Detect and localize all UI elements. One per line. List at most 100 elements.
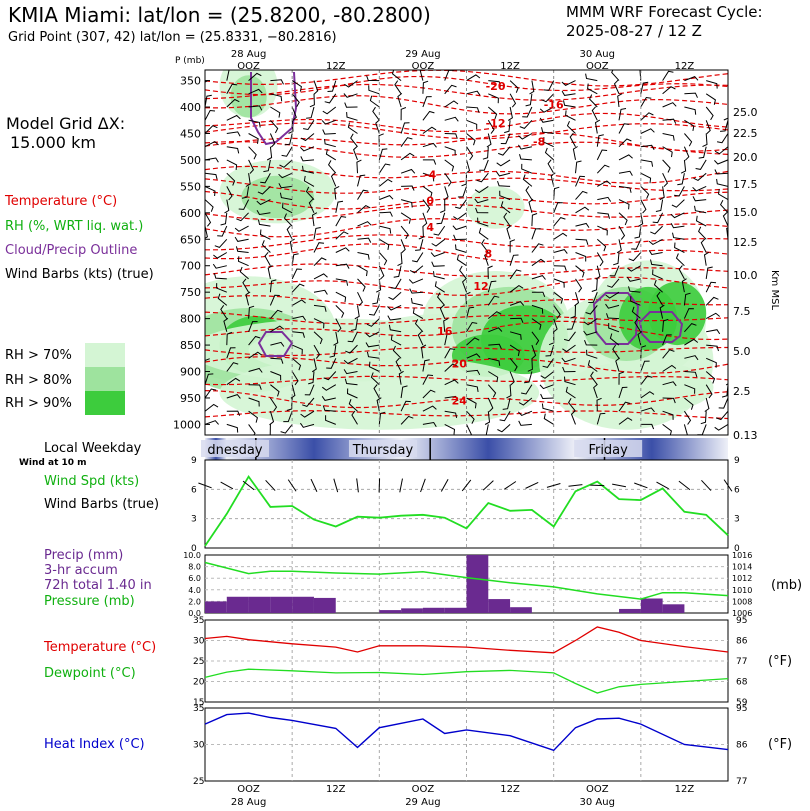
weekday-label: Thursday [352, 443, 414, 458]
wind-barb [369, 95, 380, 108]
wind-barb [662, 381, 677, 387]
wind-barb [347, 122, 358, 134]
wind-barb [335, 231, 349, 240]
wind-barb [496, 171, 511, 177]
wind-barb [263, 159, 271, 173]
temperature-contour-label: -16 [544, 98, 564, 111]
wind-barb [703, 251, 710, 266]
wind-barb [617, 93, 623, 108]
wind-barb [205, 420, 219, 425]
wind-barb [400, 122, 410, 134]
wind-barb [634, 318, 642, 333]
wind-barb [630, 296, 641, 306]
wind-barb [369, 305, 380, 316]
wind-barb [213, 252, 228, 259]
wind-barb [347, 331, 358, 343]
wind-barb [466, 119, 478, 130]
wind-barb [531, 258, 546, 267]
wind-barb [597, 212, 610, 219]
wind-barb [684, 133, 693, 147]
cloud-outline [592, 292, 640, 345]
surface-wind-barb [220, 481, 234, 490]
wind-barb [539, 106, 554, 113]
wind-barb [313, 273, 328, 280]
wind-barb [259, 229, 271, 240]
km-tick-label: 5.0 [733, 345, 751, 358]
wind-barb [521, 384, 533, 395]
km-tick-label: 0.13 [733, 429, 758, 442]
wind-barb [415, 239, 424, 251]
bottom-time-label: OOZ [412, 784, 435, 795]
wind-barb [269, 424, 271, 435]
wind-barb [366, 318, 380, 327]
wind-barb [648, 238, 663, 245]
wind-barb [357, 205, 371, 214]
wind-barb [444, 348, 456, 359]
wind-barb [509, 254, 519, 266]
wind-barb [618, 386, 628, 399]
km-tick-label: 20.0 [733, 151, 758, 164]
wind-barb [589, 94, 598, 108]
wind-barb [392, 345, 402, 359]
temperature-contour-label: 12 [473, 280, 488, 293]
km-tick-label: 22.5 [733, 127, 758, 140]
wind-barb [422, 172, 435, 182]
wind-barb [308, 371, 315, 385]
wind-barb [444, 70, 454, 81]
temperature-tick-label: 30 [193, 637, 205, 647]
wind-barb [705, 120, 711, 135]
wind-barb [422, 126, 437, 134]
wind-barb [540, 371, 555, 379]
wind-barb [270, 79, 284, 85]
wind-barb [283, 411, 293, 423]
wind-barb [670, 212, 685, 219]
wind-barb [284, 133, 293, 146]
wind-barb [466, 384, 479, 392]
wind-barb [213, 273, 227, 280]
wind-barbs-label: Wind Barbs (true) [44, 497, 160, 512]
wind-barb [236, 212, 249, 222]
wind-barb [444, 159, 455, 172]
wind-barb [717, 133, 728, 144]
wind-barb [591, 106, 598, 121]
wind-barb [631, 306, 642, 319]
heat-tick-label: 30 [193, 741, 205, 751]
wind-barb [475, 207, 489, 214]
temperature-f-tick-label: 86 [736, 637, 748, 647]
wind-barb [706, 357, 717, 368]
wind-barb [705, 384, 713, 399]
wind-barb [487, 106, 498, 120]
wind-barb [591, 278, 598, 292]
wind-barb [376, 397, 382, 412]
wind-barb [313, 331, 323, 345]
precip-bar [205, 601, 227, 613]
legend-temperature: Temperature (°C) [5, 194, 118, 209]
wind-barb [226, 331, 233, 346]
wind-barb [693, 172, 707, 181]
wind-barb [408, 278, 424, 284]
wind-barb [509, 331, 522, 340]
wind-barb [674, 242, 685, 253]
wind-barb [248, 335, 261, 346]
wind-barb [357, 291, 364, 307]
wind-barb [205, 278, 206, 280]
bottom-time-label: 12Z [675, 784, 695, 795]
wind-barb [300, 410, 315, 418]
wind-barb [422, 110, 435, 121]
wind-barb [640, 144, 655, 150]
wind-barb [528, 198, 534, 213]
surface-wind-barb [287, 479, 297, 492]
wind-barb [205, 199, 214, 212]
wind-barb [466, 410, 475, 424]
wind-barb [248, 146, 257, 160]
wind-barb [640, 81, 649, 94]
wind-barb [640, 159, 654, 167]
wind-barb [655, 199, 664, 212]
wind-barb [220, 305, 228, 319]
wind-barb [270, 357, 284, 364]
wind-barb [370, 372, 380, 386]
rh-area [648, 281, 707, 346]
legend-rh70: RH > 70% [5, 348, 72, 363]
wind-barb [291, 268, 302, 280]
wind-barb [726, 227, 728, 240]
